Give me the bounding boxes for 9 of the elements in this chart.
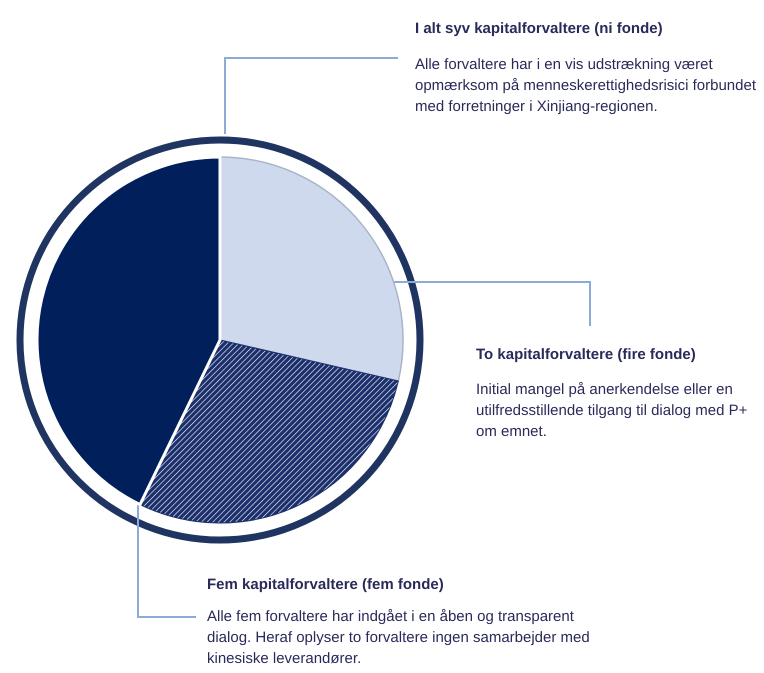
text: Fem kapitalforvaltere (fem fonde)	[207, 575, 445, 595]
text: Alle forvaltere har i en vis udstrækning været opmærksom på menneskerettighedsrisici forbundet med forretninger i Xinjiang-regionen.	[415, 55, 757, 117]
pie-slice	[140, 340, 399, 524]
text: To kapitalforvaltere (fire fonde)	[476, 345, 697, 365]
pie-slice	[219, 156, 404, 382]
pie-slice	[36, 156, 222, 506]
text: Initial mangel på anerkendelse eller en utilfredsstillende tilgang til dialog med P+ om emnet.	[476, 380, 748, 442]
text: Alle fem forvaltere har indgået i en åben og transparent dialog. Heraf oplyser to forvaltere ingen samarbejder med kinesiske leverandører.	[207, 607, 591, 669]
text: I alt syv kapitalforvaltere (ni fonde)	[415, 19, 664, 39]
